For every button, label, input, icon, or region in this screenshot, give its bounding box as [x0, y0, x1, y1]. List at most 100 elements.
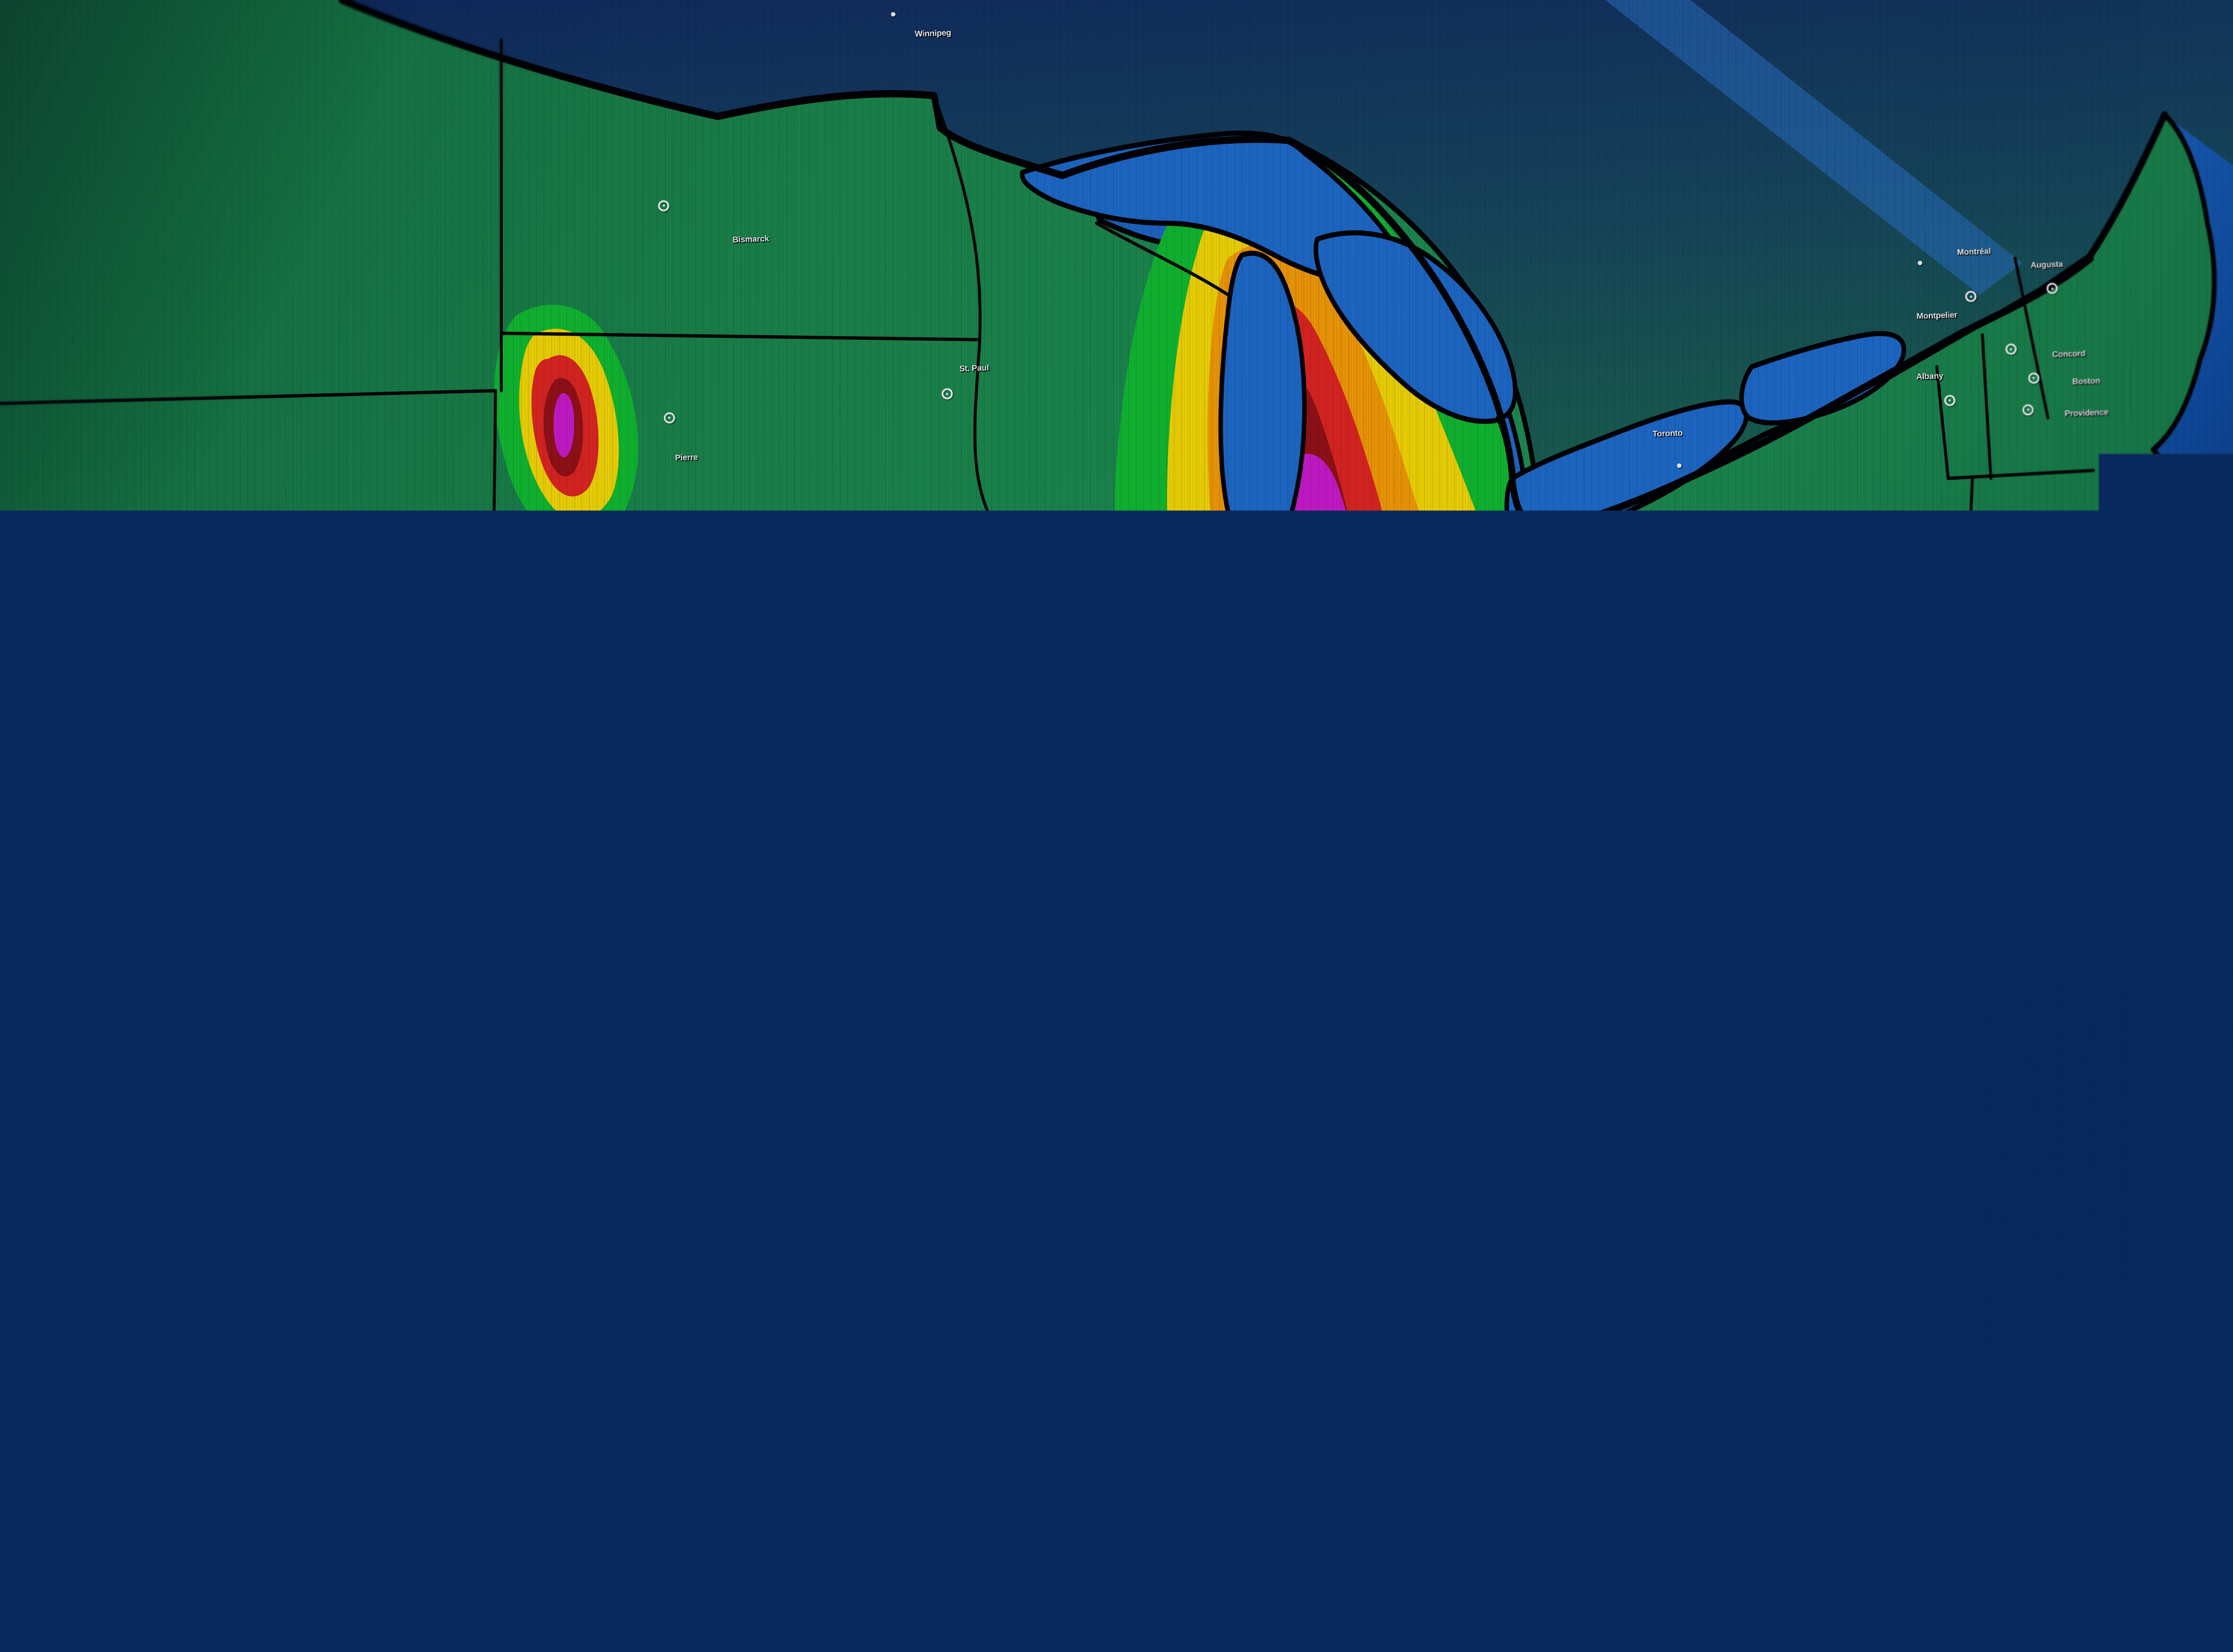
- capital-marker-icon: [1729, 908, 1740, 919]
- city-label: Lansing: [1422, 526, 1454, 536]
- city-label: Chicago: [1225, 614, 1258, 623]
- city-label: Oklahoma City: [745, 1141, 802, 1151]
- capital-marker-icon: [382, 621, 393, 632]
- city-dot-icon: [1918, 261, 1922, 265]
- city-label: Salt Lake City: [36, 618, 89, 629]
- capital-marker-icon: [1692, 705, 1703, 717]
- capital-marker-icon: [2028, 372, 2039, 384]
- city-label: Detroit: [1476, 588, 1503, 598]
- capital-marker-icon: [980, 664, 991, 675]
- city-label: Providence: [2064, 408, 2108, 418]
- city-label: Hartford: [2087, 574, 2120, 584]
- city-label: Harrisburg: [1749, 716, 1791, 726]
- city-label: Augusta: [2030, 260, 2063, 269]
- city-label: Springfield: [1208, 835, 1250, 845]
- capital-marker-icon: [2023, 404, 2034, 415]
- city-dot-icon: [173, 1565, 177, 1570]
- capital-marker-icon: [2047, 283, 2058, 294]
- capital-marker-icon: [716, 1505, 728, 1516]
- city-label: Winnipeg: [914, 29, 951, 38]
- city-label: Concord: [2052, 349, 2086, 359]
- city-label: Montréal: [1957, 247, 1990, 257]
- city-dot-icon: [1084, 876, 1089, 881]
- capital-marker-icon: [1944, 395, 1955, 406]
- capital-marker-icon: [1745, 1227, 1756, 1238]
- city-label: Jackson: [1194, 1370, 1227, 1379]
- capital-marker-icon: [1817, 679, 1828, 690]
- capital-marker-icon: [1850, 1528, 1861, 1539]
- city-label: Lincoln: [698, 672, 727, 681]
- city-label: Indianapolis: [1386, 822, 1434, 833]
- city-dot-icon: [816, 1559, 821, 1564]
- city-dot-icon: [2009, 612, 2013, 616]
- city-label: Hermosillo: [8, 1446, 50, 1456]
- city-label: Columbia: [1717, 1196, 1754, 1206]
- weather-map-screen: Winnipeg Bismarck Pierre St. Paul Madison Chi…: [0, 0, 2233, 1652]
- city-label: Philadelphia: [1800, 660, 1848, 670]
- city-label: Charleston: [1648, 914, 1690, 923]
- city-label: Nashville: [1425, 1076, 1460, 1086]
- city-label: St. Paul: [959, 364, 989, 373]
- city-label: Houston: [781, 1591, 814, 1601]
- capital-marker-icon: [1387, 782, 1398, 793]
- city-label: Baton Rouge: [1007, 1523, 1033, 1541]
- capital-marker-icon: [725, 1114, 736, 1125]
- capital-marker-icon: [1819, 1061, 1830, 1072]
- capital-marker-icon: [941, 388, 953, 400]
- city-label: Austin: [761, 1507, 786, 1516]
- city-labels-layer: Winnipeg Bismarck Pierre St. Paul Madison Chi…: [0, 0, 2233, 1652]
- capital-marker-icon: [1407, 556, 1418, 567]
- capital-marker-icon: [1551, 1280, 1562, 1291]
- city-label: Atlanta: [1563, 1258, 1590, 1268]
- capital-marker-icon: [1487, 746, 1498, 757]
- city-label: Jefferson City: [1038, 914, 1092, 924]
- city-label: Annapolis: [1982, 754, 2022, 764]
- city-dot-icon: [824, 1296, 828, 1300]
- capital-marker-icon: [866, 843, 877, 854]
- city-label: Bismarck: [732, 234, 769, 244]
- capital-marker-icon: [1181, 538, 1192, 550]
- capital-marker-icon: [2047, 554, 2058, 565]
- city-dot-icon: [1532, 565, 1536, 570]
- capital-marker-icon: [1882, 677, 1893, 688]
- city-label: Santa Fe: [333, 1029, 367, 1038]
- capital-marker-icon: [1027, 875, 1038, 886]
- city-label: Frankfort: [1513, 943, 1549, 952]
- city-label: Dallas: [836, 1310, 860, 1319]
- capital-marker-icon: [274, 1043, 285, 1055]
- capital-marker-icon: [372, 726, 383, 738]
- city-dot-icon: [891, 12, 895, 17]
- capital-marker-icon: [1869, 734, 1880, 746]
- city-label: Pierre: [675, 453, 698, 463]
- city-label: Denver: [426, 756, 454, 765]
- capital-marker-icon: [664, 412, 675, 423]
- capital-marker-icon: [1060, 1530, 1071, 1541]
- capital-marker-icon: [1957, 717, 1968, 728]
- capital-marker-icon: [1535, 857, 1547, 868]
- city-label: Cheyenne: [328, 600, 367, 609]
- city-dot-icon: [1677, 463, 1681, 468]
- capital-marker-icon: [1356, 1051, 1367, 1063]
- capital-marker-icon: [1383, 1369, 1394, 1380]
- capital-marker-icon: [658, 200, 669, 211]
- city-label: Topeka: [799, 817, 828, 826]
- city-label: Richmond: [1796, 891, 1836, 901]
- capital-marker-icon: [1965, 291, 1977, 302]
- capital-marker-icon: [1194, 792, 1205, 803]
- city-label: Montpelier: [1916, 311, 1957, 321]
- city-label: Tallahassee: [1893, 1531, 1939, 1541]
- city-label: New York: [2060, 623, 2096, 633]
- city-label: Montgomery: [1363, 1344, 1412, 1354]
- city-label: Boston: [2072, 376, 2100, 386]
- capital-marker-icon: [734, 701, 745, 712]
- city-dot-icon: [1265, 1586, 1270, 1590]
- capital-marker-icon: [1444, 887, 1455, 898]
- city-label: Memphis: [1242, 1147, 1278, 1156]
- city-label: New Orleans: [1311, 1601, 1360, 1611]
- city-label: Little Rock: [1062, 1197, 1103, 1207]
- city-label: Des Moines: [990, 693, 1035, 703]
- city-label: Columbus: [1548, 783, 1588, 793]
- city-label: Dover: [1982, 697, 2005, 706]
- city-label: Toronto: [1652, 429, 1683, 438]
- city-label: St. Louis: [1054, 847, 1088, 856]
